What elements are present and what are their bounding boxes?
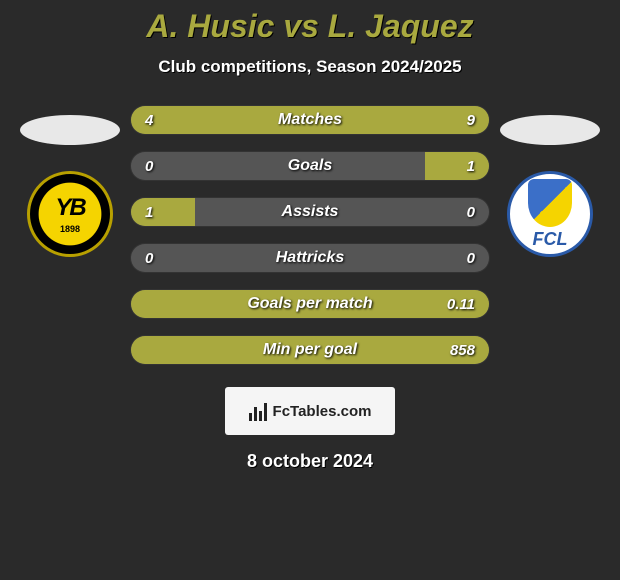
date-text: 8 october 2024	[0, 451, 620, 472]
stat-row: Goals per match0.11	[130, 289, 490, 319]
stat-row: Assists1 0	[130, 197, 490, 227]
stat-label: Hattricks	[131, 244, 489, 272]
stat-value-right: 0	[467, 244, 475, 272]
stat-row: Min per goal858	[130, 335, 490, 365]
footer-brand: FcTables.com	[225, 387, 395, 435]
player-right-col: FCL	[490, 105, 610, 257]
stat-row: Goals0 1	[130, 151, 490, 181]
player-right-silhouette	[500, 115, 600, 145]
club-right-shield-icon	[528, 179, 572, 227]
stat-value-right: 0.11	[447, 290, 475, 318]
stat-label: Min per goal	[131, 336, 489, 364]
footer-brand-text: FcTables.com	[273, 403, 372, 420]
stat-bars: Matches49Goals01Assists10Hattricks00Goal…	[130, 105, 490, 365]
stat-value-right: 9	[467, 106, 475, 134]
club-badge-right: FCL	[507, 171, 593, 257]
stat-value-right: 858	[450, 336, 475, 364]
stat-row: Matches4 9	[130, 105, 490, 135]
stat-label: Goals per match	[131, 290, 489, 318]
subtitle: Club competitions, Season 2024/2025	[0, 57, 620, 77]
stat-label: Assists	[131, 198, 489, 226]
stat-value-left: 4	[145, 106, 153, 134]
club-left-year: 1898	[60, 224, 80, 234]
stat-row: Hattricks0 0	[130, 243, 490, 273]
stats-area: YB 1898 Matches49Goals01Assists10Hattric…	[0, 105, 620, 365]
player-left-col: YB 1898	[10, 105, 130, 257]
club-left-abbr: YB	[55, 194, 84, 222]
stat-value-right: 1	[467, 152, 475, 180]
stat-label: Goals	[131, 152, 489, 180]
stat-value-right: 0	[467, 198, 475, 226]
club-right-abbr: FCL	[533, 229, 568, 250]
bars-icon	[249, 401, 269, 421]
stat-label: Matches	[131, 106, 489, 134]
stat-value-left: 0	[145, 152, 153, 180]
stat-value-left: 1	[145, 198, 153, 226]
club-badge-left: YB 1898	[27, 171, 113, 257]
player-left-silhouette	[20, 115, 120, 145]
page-title: A. Husic vs L. Jaquez	[0, 8, 620, 45]
comparison-card: A. Husic vs L. Jaquez Club competitions,…	[0, 0, 620, 472]
stat-value-left: 0	[145, 244, 153, 272]
